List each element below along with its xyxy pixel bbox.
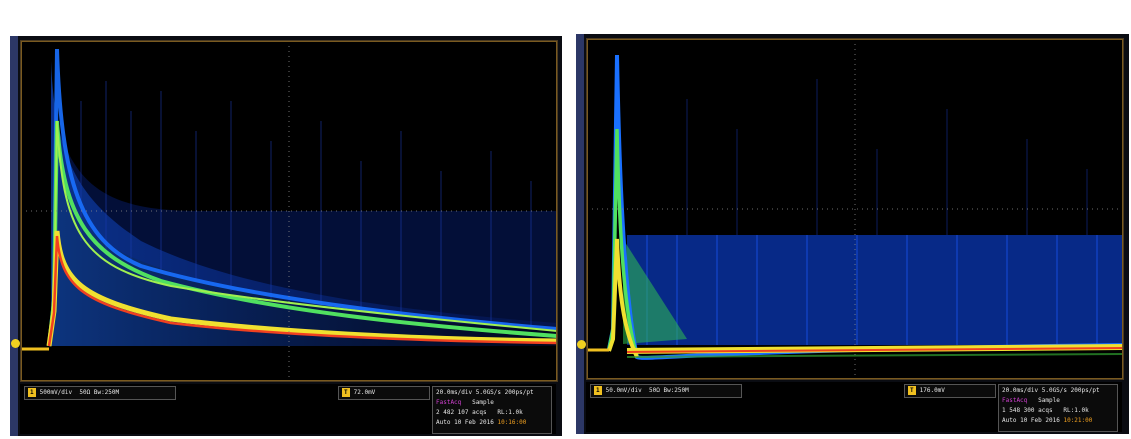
timebase: 20.0ms/div 5.0GS/s	[436, 389, 502, 396]
acq-mode: FastAcq	[436, 399, 462, 406]
waveform-display-right	[586, 38, 1124, 380]
channel-scale: 50.0mV/div	[605, 387, 642, 394]
channel-readout[interactable]: 1 500mV/div 50Ω Bw:250M	[24, 386, 176, 400]
trigger-value: 176.0mV	[919, 387, 945, 394]
channel-badge: 1	[28, 388, 36, 397]
persistence-plot-left	[21, 41, 557, 381]
acquisition-readout[interactable]: 20.0ms/div 5.0GS/s 200ps/pt FastAcq Samp…	[998, 384, 1118, 432]
status-bar-right: 1 50.0mV/div 50Ω Bw:250M T 176.0mV 20.0ms/…	[586, 382, 1122, 432]
acq-type: Sample	[472, 399, 494, 406]
acquisition-readout[interactable]: 20.0ms/div 5.0GS/s 200ps/pt FastAcq Samp…	[432, 386, 552, 434]
record-length: RL:1.0k	[1063, 407, 1089, 414]
persistence-plot-right	[587, 39, 1123, 379]
trigger-value: 72.0mV	[353, 389, 376, 396]
acq-count: 1 548 300 acqs	[1002, 407, 1053, 414]
time: 10:16:00	[497, 419, 527, 426]
channel-bandwidth: Bw:250M	[93, 389, 120, 396]
date: 10 Feb 2016	[454, 419, 494, 426]
channel-coupling: 50Ω	[79, 389, 91, 396]
timebase: 20.0ms/div 5.0GS/s	[1002, 387, 1068, 394]
trigger-readout[interactable]: T 72.0mV	[338, 386, 430, 400]
status-bar-left: 1 500mV/div 50Ω Bw:250M T 72.0mV 20.0ms/di…	[20, 384, 556, 434]
trigger-readout[interactable]: T 176.0mV	[904, 384, 996, 398]
oscilloscope-left: 1 500mV/div 50Ω Bw:250M T 72.0mV 20.0ms/di…	[10, 36, 562, 436]
channel-scale: 500mV/div	[39, 389, 73, 396]
timebase-extra: 200ps/pt	[1070, 387, 1100, 394]
trigger-mode: Auto	[436, 419, 451, 426]
bezel-edge	[10, 36, 18, 436]
waveform-display-left	[20, 40, 558, 382]
trigger-level-marker[interactable]	[11, 339, 20, 348]
acq-mode: FastAcq	[1002, 397, 1028, 404]
acq-count: 2 482 107 acqs	[436, 409, 487, 416]
oscilloscope-right: 1 50.0mV/div 50Ω Bw:250M T 176.0mV 20.0ms/…	[576, 34, 1129, 434]
channel-badge: 1	[594, 386, 602, 395]
channel-coupling: 50Ω	[648, 387, 660, 394]
trigger-icon: T	[908, 386, 916, 395]
date: 10 Feb 2016	[1020, 417, 1060, 424]
trigger-icon: T	[342, 388, 350, 397]
channel-bandwidth: Bw:250M	[663, 387, 689, 394]
record-length: RL:1.0k	[497, 409, 523, 416]
time: 10:21:00	[1063, 417, 1093, 424]
trigger-mode: Auto	[1002, 417, 1017, 424]
trigger-level-marker[interactable]	[577, 340, 586, 349]
timebase-extra: 200ps/pt	[504, 389, 534, 396]
acq-type: Sample	[1038, 397, 1060, 404]
bezel-edge	[576, 34, 584, 434]
channel-readout[interactable]: 1 50.0mV/div 50Ω Bw:250M	[590, 384, 742, 398]
